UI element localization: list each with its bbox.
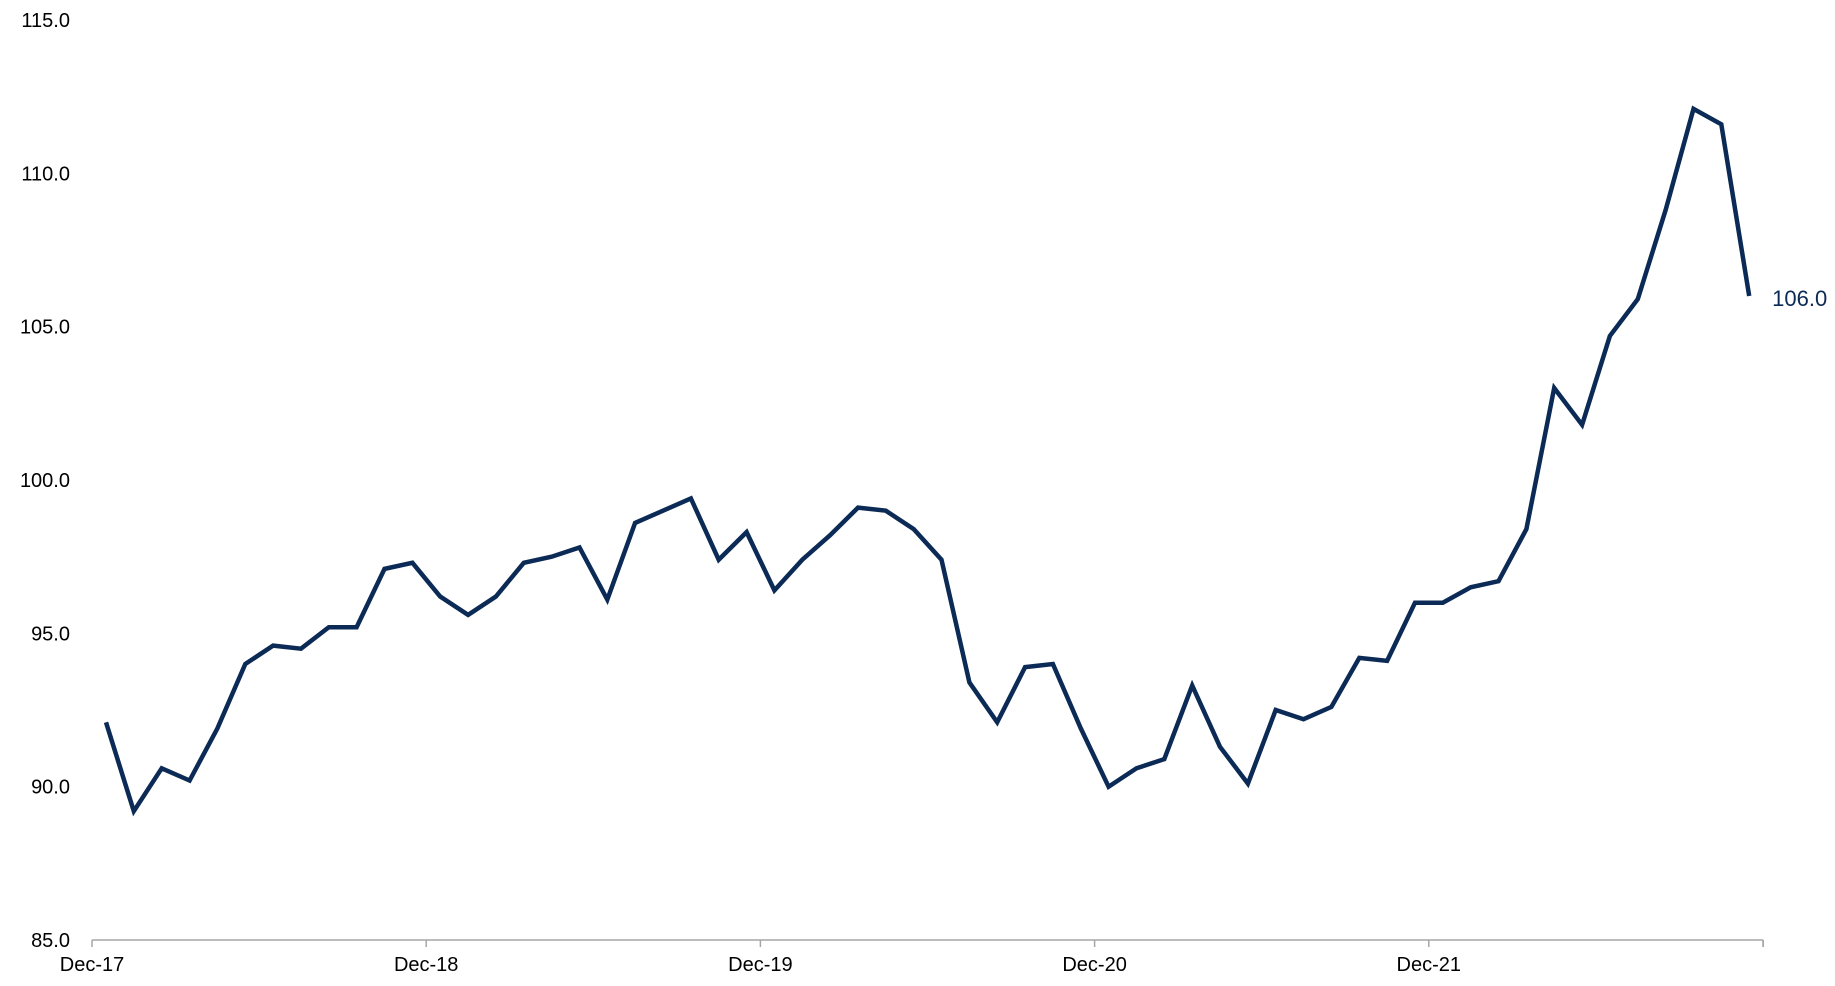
y-tick-label: 95.0 bbox=[31, 623, 70, 645]
y-tick-label: 85.0 bbox=[31, 930, 70, 952]
y-tick-label: 100.0 bbox=[20, 470, 70, 492]
y-axis: 85.0 90.0 95.0 100.0 105.0 110.0 115.0 bbox=[20, 10, 70, 952]
x-tick-label: Dec-20 bbox=[1062, 954, 1126, 976]
x-tick-label: Dec-18 bbox=[394, 954, 458, 976]
y-tick-label: 90.0 bbox=[31, 777, 70, 799]
x-tick-label: Dec-21 bbox=[1397, 954, 1461, 976]
x-tick-label: Dec-19 bbox=[728, 954, 792, 976]
y-tick-label: 115.0 bbox=[21, 10, 70, 32]
y-tick-label: 110.0 bbox=[21, 163, 70, 185]
data-labels: 106.0 bbox=[1772, 286, 1827, 311]
x-tick-label: Dec-17 bbox=[60, 954, 124, 976]
x-axis: Dec-17 Dec-18 Dec-19 Dec-20 Dec-21 bbox=[60, 939, 1764, 976]
series-line bbox=[103, 105, 1752, 817]
series-group bbox=[103, 105, 1752, 817]
last-value-label: 106.0 bbox=[1772, 286, 1827, 311]
y-tick-label: 105.0 bbox=[20, 317, 70, 339]
